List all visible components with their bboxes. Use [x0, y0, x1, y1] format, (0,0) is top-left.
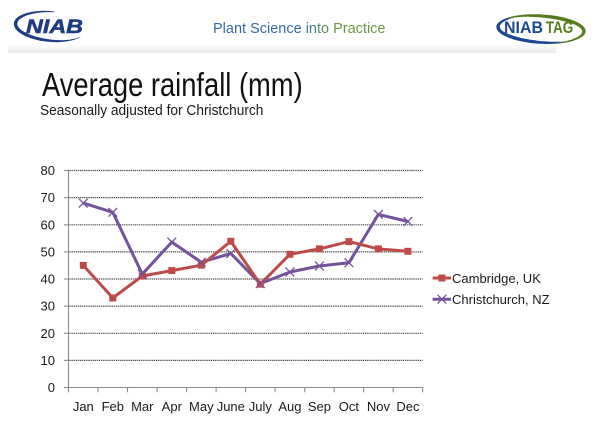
- svg-text:0: 0: [48, 380, 55, 395]
- svg-text:Cambridge, UK: Cambridge, UK: [452, 271, 541, 286]
- svg-text:Feb: Feb: [102, 399, 124, 414]
- svg-text:July: July: [249, 399, 273, 414]
- svg-text:10: 10: [41, 353, 55, 368]
- svg-text:Aug: Aug: [278, 399, 301, 414]
- svg-text:20: 20: [41, 326, 55, 341]
- svg-text:Oct: Oct: [339, 399, 360, 414]
- svg-text:Mar: Mar: [131, 399, 154, 414]
- svg-text:May: May: [189, 399, 214, 414]
- svg-text:Christchurch, NZ: Christchurch, NZ: [452, 292, 550, 307]
- svg-text:NIAB: NIAB: [504, 18, 543, 37]
- svg-text:40: 40: [41, 272, 55, 287]
- svg-text:60: 60: [41, 217, 55, 232]
- svg-text:TAG: TAG: [546, 18, 574, 37]
- svg-text:50: 50: [41, 244, 55, 259]
- svg-text:30: 30: [41, 299, 55, 314]
- svg-text:June: June: [217, 399, 245, 414]
- svg-text:Dec: Dec: [396, 399, 420, 414]
- svg-text:Sep: Sep: [308, 399, 331, 414]
- svg-text:Jan: Jan: [73, 399, 94, 414]
- svg-text:70: 70: [41, 190, 55, 205]
- svg-text:Nov: Nov: [367, 399, 391, 414]
- svg-text:80: 80: [41, 163, 55, 178]
- svg-text:NIAB: NIAB: [26, 16, 83, 38]
- svg-text:Apr: Apr: [162, 399, 183, 414]
